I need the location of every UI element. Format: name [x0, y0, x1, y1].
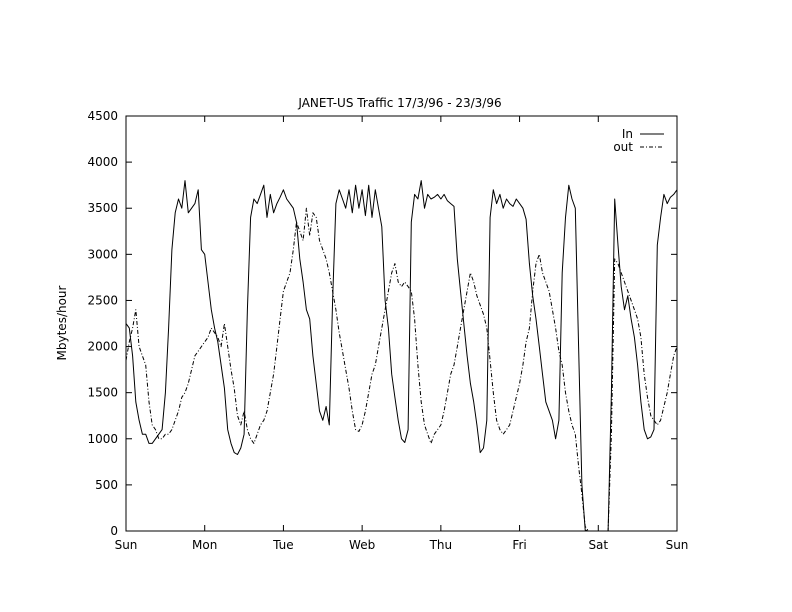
y-tick-label: 1000: [87, 432, 118, 446]
y-tick-label: 2000: [87, 340, 118, 354]
y-tick-label: 0: [110, 524, 118, 538]
series-line-in: [126, 180, 677, 531]
y-tick-label: 1500: [87, 386, 118, 400]
plot-frame: [125, 115, 678, 532]
chart-title: JANET-US Traffic 17/3/96 - 23/3/96: [297, 96, 501, 110]
y-tick-label: 2500: [87, 293, 118, 307]
x-tick-label: Fri: [512, 538, 526, 552]
y-tick-label: 3000: [87, 247, 118, 261]
y-tick-label: 500: [95, 478, 118, 492]
y-tick-label: 3500: [87, 201, 118, 215]
series-line-out: [126, 207, 677, 531]
x-tick-label: Thu: [429, 538, 453, 552]
y-tick-label: 4500: [87, 109, 118, 123]
x-tick-label: Sat: [588, 538, 608, 552]
x-tick-label: Web: [349, 538, 375, 552]
y-tick-label: 4000: [87, 155, 118, 169]
x-tick-label: Tue: [272, 538, 294, 552]
x-tick-label: Mon: [192, 538, 217, 552]
y-axis-label: Mbytes/hour: [55, 285, 69, 360]
legend-label: out: [613, 140, 633, 154]
x-tick-label: Sun: [666, 538, 689, 552]
legend-label: In: [622, 127, 633, 141]
x-tick-label: Sun: [115, 538, 138, 552]
axes-group: 0 500 1000 1500 2000 2500 3000 3500 4000 4500 Sun M…: [87, 109, 688, 552]
series-group: [126, 180, 677, 531]
